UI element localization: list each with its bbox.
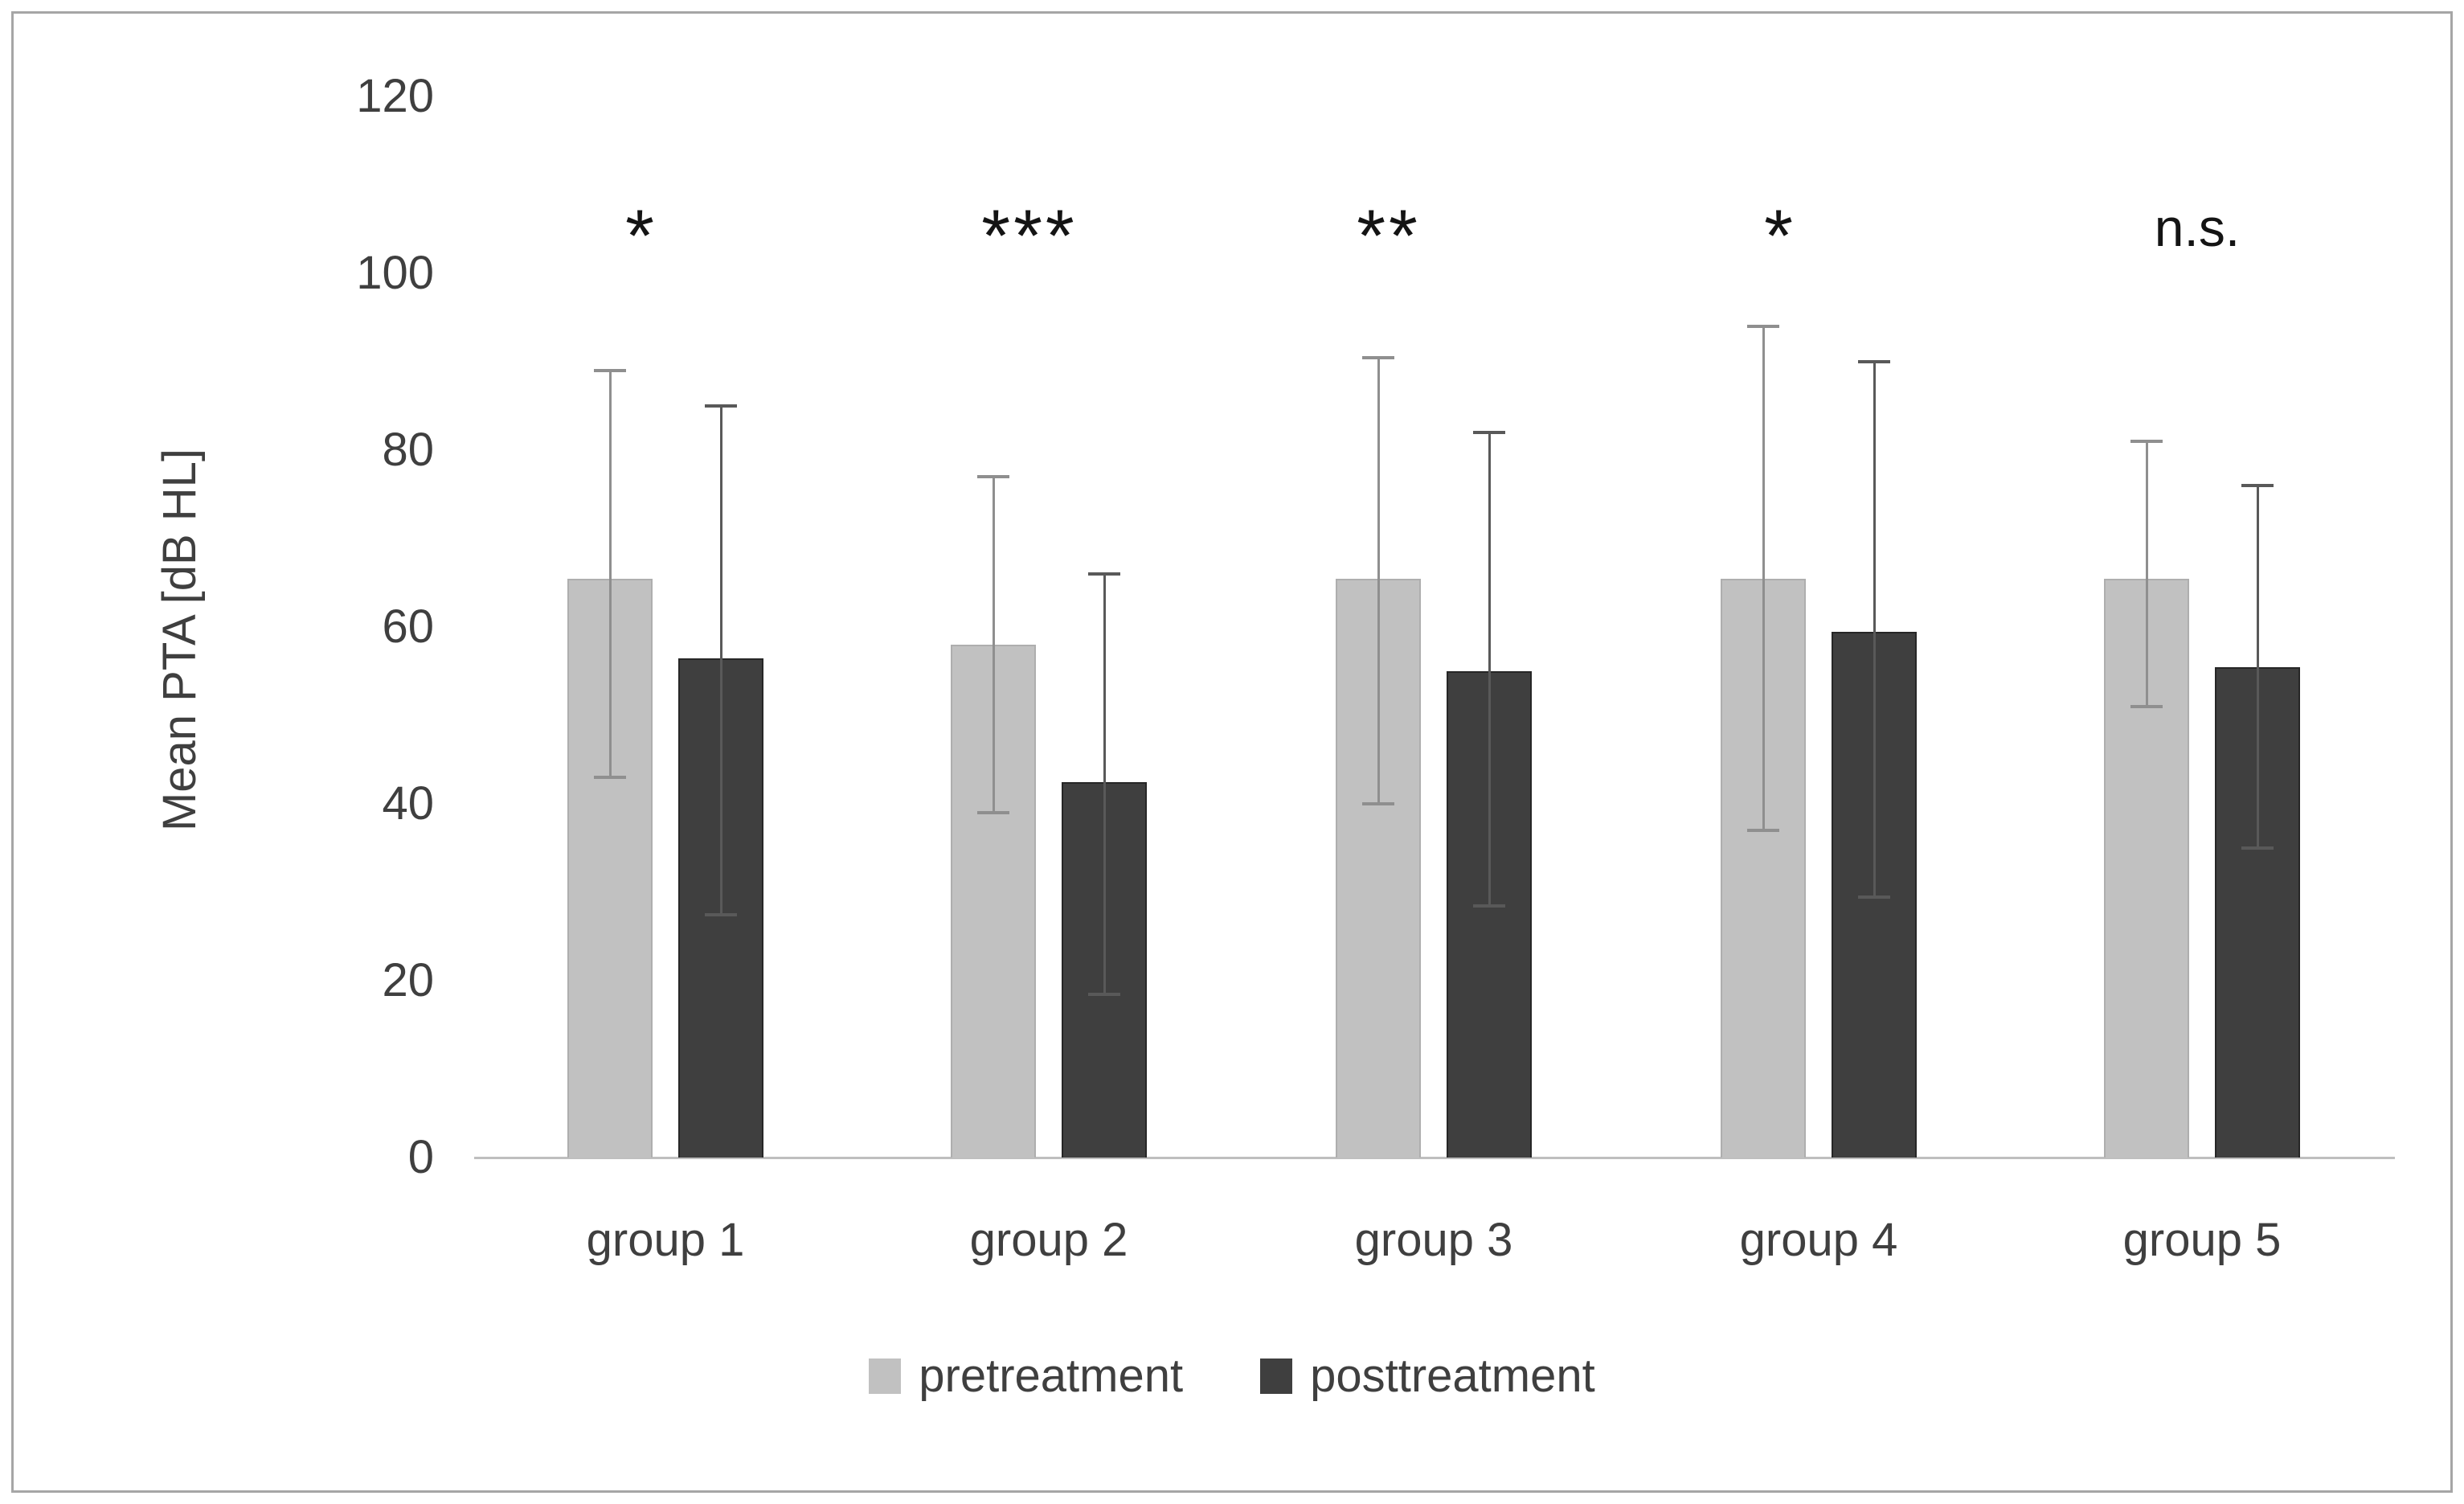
y-tick-label: 120 [356, 70, 434, 122]
error-bar-pretreatment-3 [1377, 357, 1380, 804]
y-tick-label: 20 [382, 954, 434, 1006]
legend-item-posttreatment: posttreatment [1260, 1349, 1595, 1403]
posttreatment-swatch-icon [1260, 1358, 1293, 1394]
legend: pretreatment posttreatment [0, 1349, 2464, 1403]
error-cap-top-pretreatment-4 [1747, 325, 1779, 328]
error-cap-top-pretreatment-2 [977, 475, 1009, 478]
error-cap-top-posttreatment-4 [1858, 360, 1890, 363]
error-bar-pretreatment-2 [992, 477, 995, 813]
significance-marker: * [1764, 195, 1796, 277]
x-axis-label: group 5 [2122, 1214, 2282, 1266]
y-tick-label: 60 [382, 600, 434, 653]
x-axis-label: group 4 [1739, 1214, 1898, 1266]
error-bar-posttreatment-4 [1873, 362, 1876, 897]
error-cap-bottom-pretreatment-2 [977, 811, 1009, 814]
significance-marker: n.s. [2154, 198, 2241, 257]
error-bar-pretreatment-5 [2145, 441, 2148, 707]
x-axis-line [474, 1157, 2395, 1159]
x-axis-label: group 3 [1354, 1214, 1513, 1266]
legend-item-pretreatment: pretreatment [869, 1349, 1183, 1403]
error-cap-bottom-posttreatment-1 [705, 912, 737, 916]
error-bar-posttreatment-1 [719, 406, 722, 915]
error-bar-posttreatment-3 [1488, 432, 1491, 906]
error-cap-bottom-pretreatment-4 [1747, 829, 1779, 832]
error-cap-top-pretreatment-5 [2130, 440, 2163, 443]
error-cap-bottom-posttreatment-3 [1473, 904, 1505, 908]
error-cap-bottom-pretreatment-5 [2130, 705, 2163, 708]
error-cap-bottom-posttreatment-2 [1088, 992, 1120, 996]
error-cap-top-posttreatment-3 [1473, 431, 1505, 434]
x-axis-label: group 1 [586, 1214, 745, 1266]
error-cap-bottom-pretreatment-1 [594, 776, 626, 779]
y-tick-label: 80 [382, 424, 434, 476]
error-cap-top-posttreatment-2 [1088, 572, 1120, 576]
error-cap-top-pretreatment-3 [1362, 355, 1394, 359]
error-bar-pretreatment-1 [608, 371, 612, 777]
legend-label-posttreatment: posttreatment [1310, 1350, 1595, 1402]
figure-border [11, 11, 2453, 1493]
error-cap-bottom-pretreatment-3 [1362, 802, 1394, 805]
x-axis-label: group 2 [969, 1214, 1128, 1266]
bar-pretreatment-2 [951, 645, 1036, 1158]
pretreatment-swatch-icon [869, 1358, 902, 1394]
error-bar-posttreatment-5 [2256, 486, 2259, 848]
y-axis-title: Mean PTA [dB HL] [153, 448, 206, 832]
y-tick-label: 100 [356, 247, 434, 299]
error-bar-posttreatment-2 [1103, 574, 1106, 994]
error-bar-pretreatment-4 [1762, 326, 1765, 830]
y-tick-label: 0 [407, 1131, 434, 1183]
error-cap-top-posttreatment-5 [2241, 484, 2274, 487]
error-cap-top-pretreatment-1 [594, 369, 626, 372]
error-cap-bottom-posttreatment-4 [1858, 895, 1890, 899]
significance-marker: *** [981, 195, 1078, 277]
legend-label-pretreatment: pretreatment [919, 1350, 1184, 1402]
significance-marker: ** [1357, 195, 1421, 277]
bar-pretreatment-4 [1721, 578, 1806, 1158]
significance-marker: * [625, 195, 657, 277]
error-cap-top-posttreatment-1 [705, 404, 737, 408]
y-tick-label: 40 [382, 777, 434, 830]
error-cap-bottom-posttreatment-5 [2241, 846, 2274, 850]
